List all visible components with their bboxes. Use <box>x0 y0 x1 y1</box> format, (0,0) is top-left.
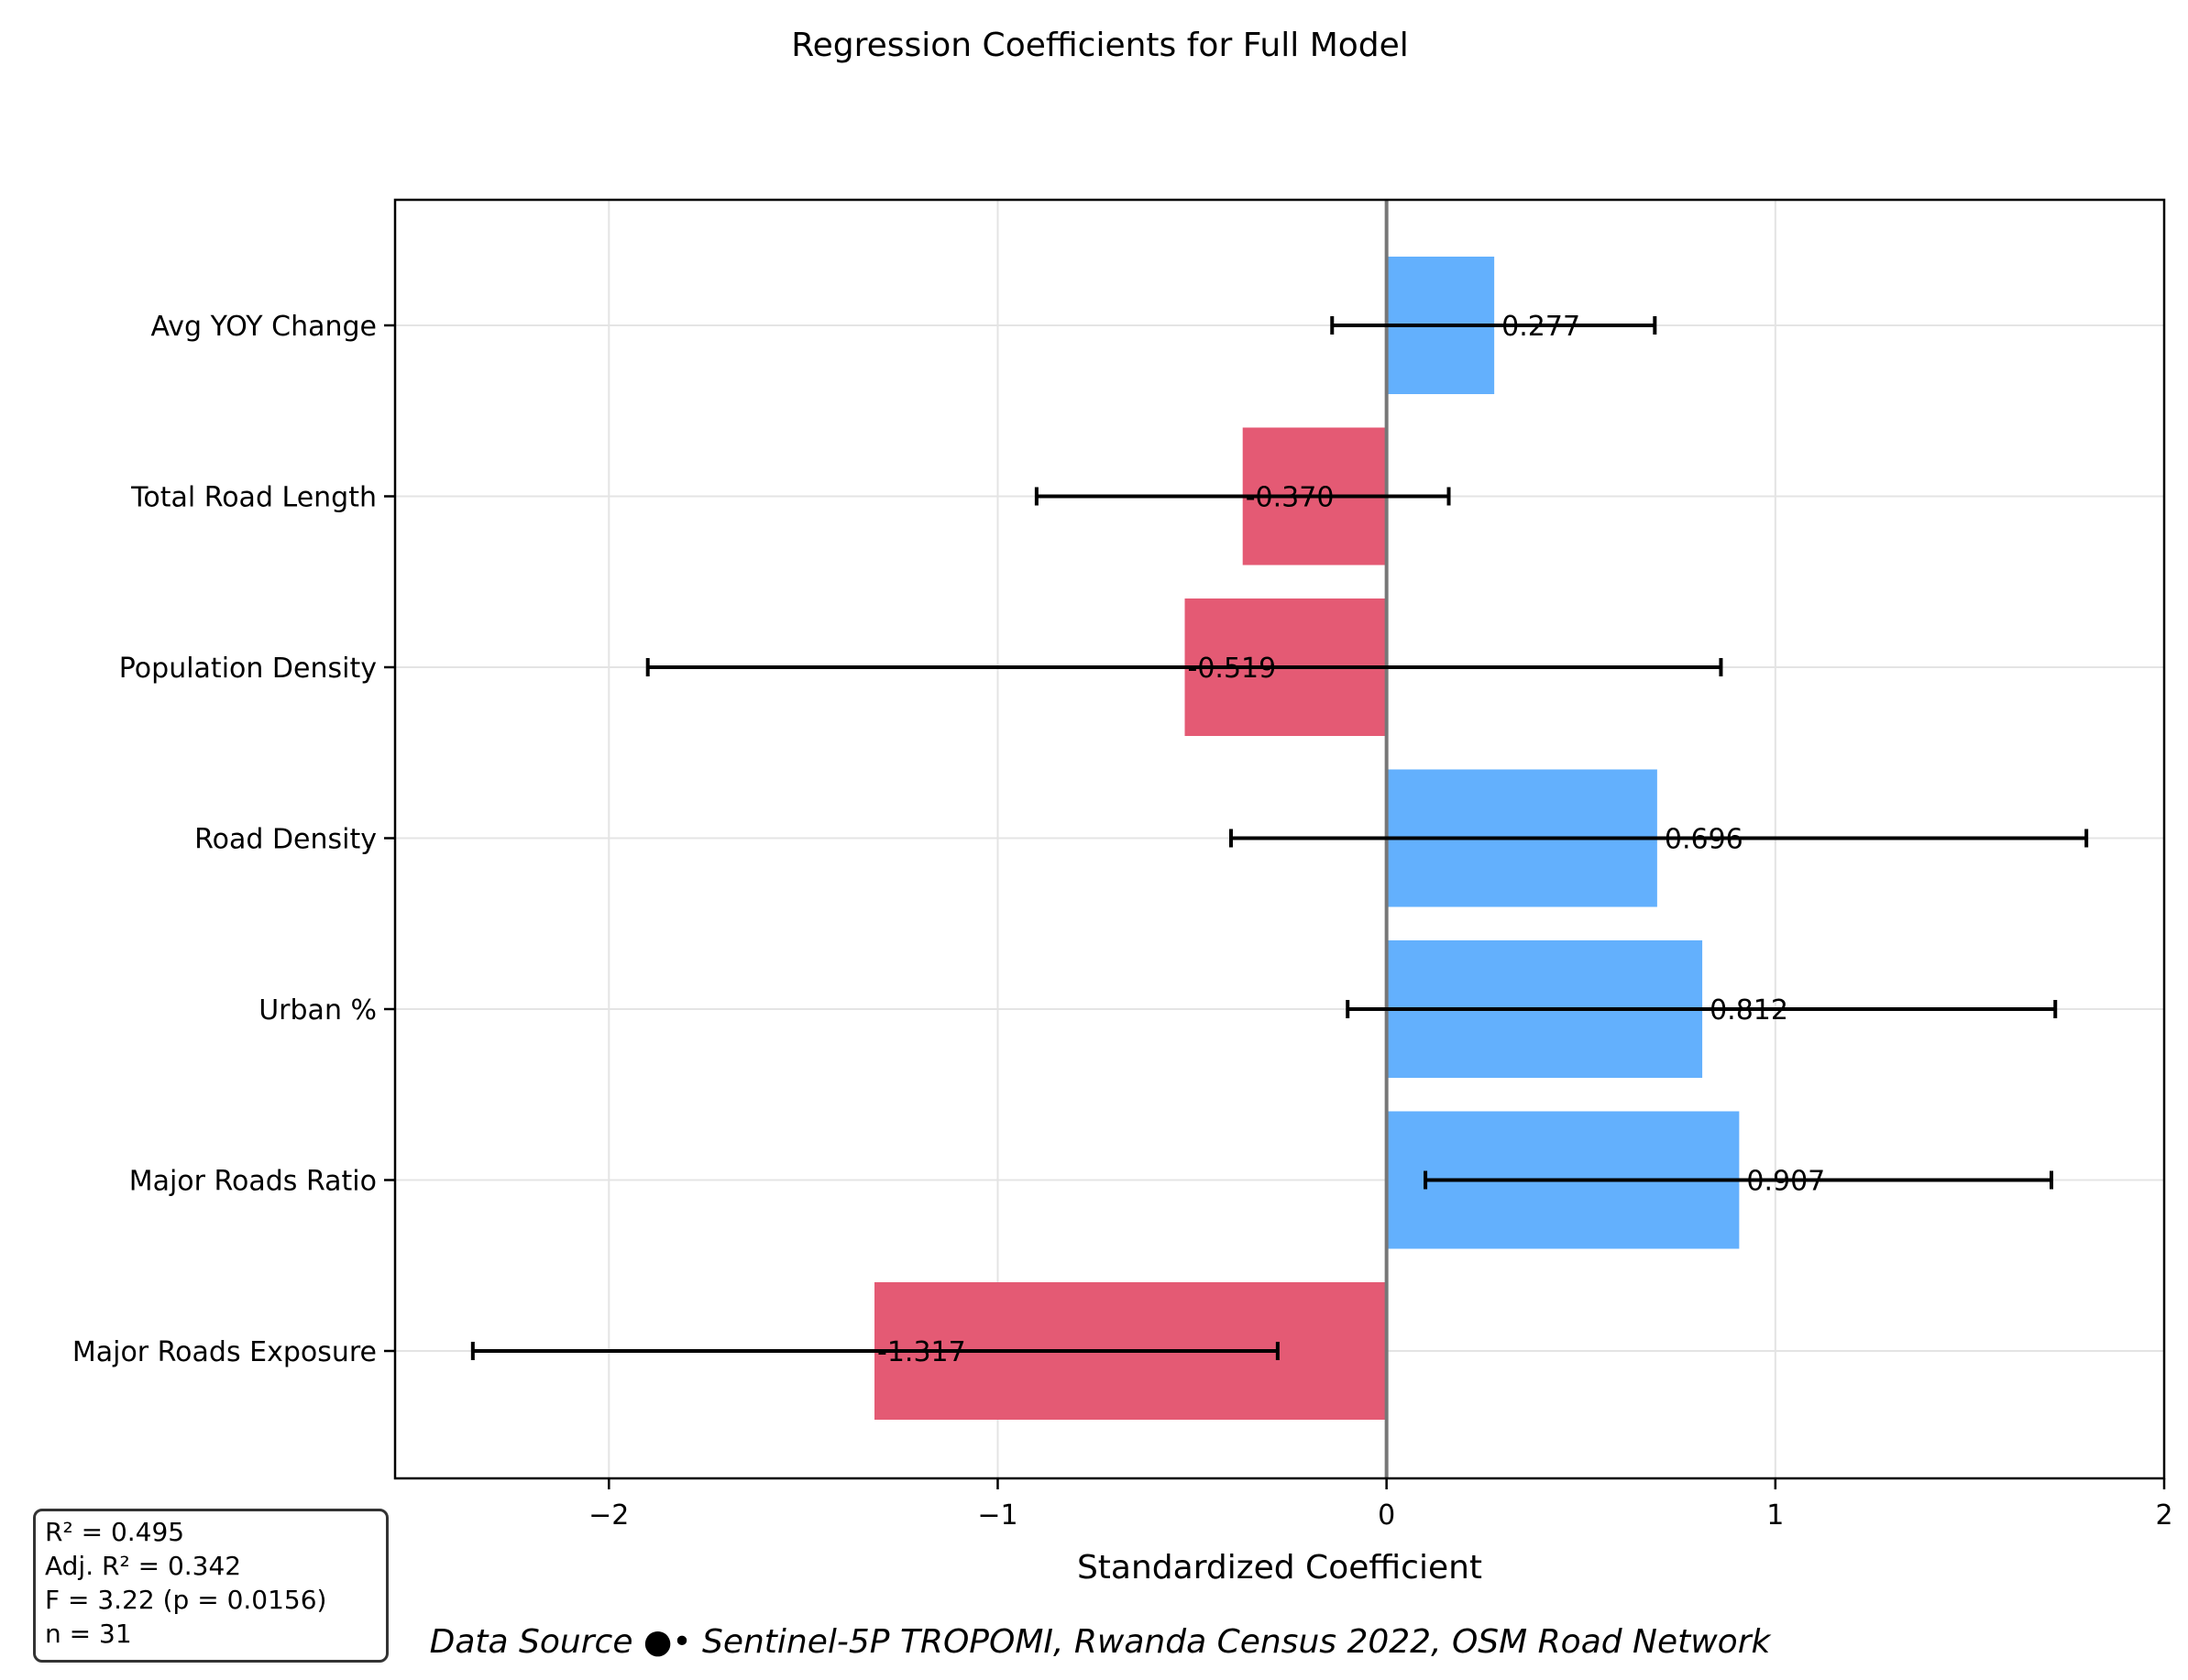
bar-value-label-5: 0.907 <box>1746 1166 1825 1198</box>
error-bar-1 <box>1034 487 1451 506</box>
bar-value-label-4: 0.812 <box>1710 994 1788 1027</box>
y-tick-label-2: Population Density <box>119 653 377 685</box>
y-tick-label-6: Major Roads Exposure <box>72 1336 377 1368</box>
x-tick-label-4: 2 <box>2155 1499 2172 1532</box>
error-bar-0 <box>1330 316 1657 335</box>
y-tick-label-5: Major Roads Ratio <box>129 1166 377 1198</box>
chart-title: Regression Coefficients for Full Model <box>791 27 1409 64</box>
stat-adj-r-squared: Adj. R² = 0.342 <box>45 1551 242 1581</box>
error-bar-6 <box>470 1342 1280 1360</box>
x-axis-ticks: −2 −1 0 1 2 <box>588 1478 2173 1532</box>
y-tick-label-0: Avg YOY Change <box>151 311 377 343</box>
plot-area: 0.277 -0.370 -0.519 0.696 0.812 0.907 -1.317 A… <box>72 198 2173 1532</box>
stat-r-squared: R² = 0.495 <box>45 1517 185 1547</box>
y-tick-label-4: Urban % <box>258 994 377 1027</box>
stat-f-statistic: F = 3.22 (p = 0.0156) <box>45 1585 327 1615</box>
bar-value-label-2: -0.519 <box>1188 653 1277 685</box>
x-tick-label-0: −2 <box>588 1499 629 1532</box>
x-tick-label-2: 0 <box>1378 1499 1395 1532</box>
x-axis-label: Standardized Coefficient <box>1077 1549 1482 1587</box>
bar-value-label-3: 0.696 <box>1665 824 1743 856</box>
error-bar-4 <box>1346 1000 2058 1018</box>
bar-value-label-6: -1.317 <box>877 1336 966 1368</box>
bar-value-label-1: -0.370 <box>1246 482 1335 514</box>
error-bar-5 <box>1424 1170 2053 1190</box>
y-tick-label-1: Total Road Length <box>130 482 377 514</box>
error-bar-3 <box>1228 829 2089 848</box>
bar-value-label-0: 0.277 <box>1501 311 1580 343</box>
y-axis-ticks: Avg YOY Change Total Road Length Populatio… <box>72 311 395 1368</box>
data-source-note: Data Source ●• Sentinel-5P TROPOMI, Rwan… <box>430 1623 1773 1661</box>
x-tick-label-1: −1 <box>977 1499 1017 1532</box>
error-bar-2 <box>645 658 1723 676</box>
y-tick-label-3: Road Density <box>194 824 377 856</box>
x-tick-label-3: 1 <box>1766 1499 1784 1532</box>
stat-sample-size: n = 31 <box>45 1619 132 1649</box>
model-stats-box: R² = 0.495 Adj. R² = 0.342 F = 3.22 (p =… <box>33 1509 389 1663</box>
error-bars <box>470 316 2089 1360</box>
bar-value-labels: 0.277 -0.370 -0.519 0.696 0.812 0.907 -1.317 <box>877 311 1825 1368</box>
